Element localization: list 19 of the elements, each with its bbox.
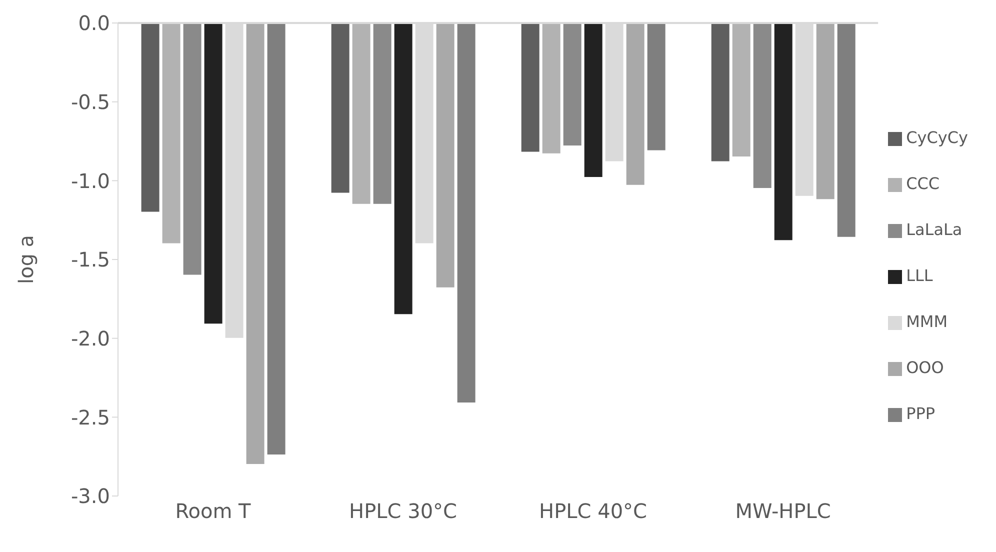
y-tick-label: -2.0 [70,326,110,350]
y-axis-title: log a [14,234,38,284]
y-tick-label: -1.0 [70,168,110,193]
legend-label: MMM [906,312,948,331]
y-tick-label: 0.0 [78,11,110,36]
y-tick-label: -1.5 [70,248,110,272]
legend-label: PPP [906,404,936,423]
legend-label: CCC [906,174,940,193]
x-tick-label: HPLC 30°C [349,499,458,524]
y-tick-label: -3.0 [70,484,110,508]
x-tick-label: MW-HPLC [735,499,831,524]
legend-label: CyCyCy [906,128,968,147]
y-tick-label: -2.5 [70,405,110,430]
legend-label: OOO [906,358,944,377]
x-tick-label: HPLC 40°C [539,499,648,524]
legend-label: LaLaLa [906,220,962,239]
y-tick-label: -0.5 [70,90,110,114]
x-tick-label: Room T [175,499,252,524]
legend-label: LLL [906,266,933,285]
